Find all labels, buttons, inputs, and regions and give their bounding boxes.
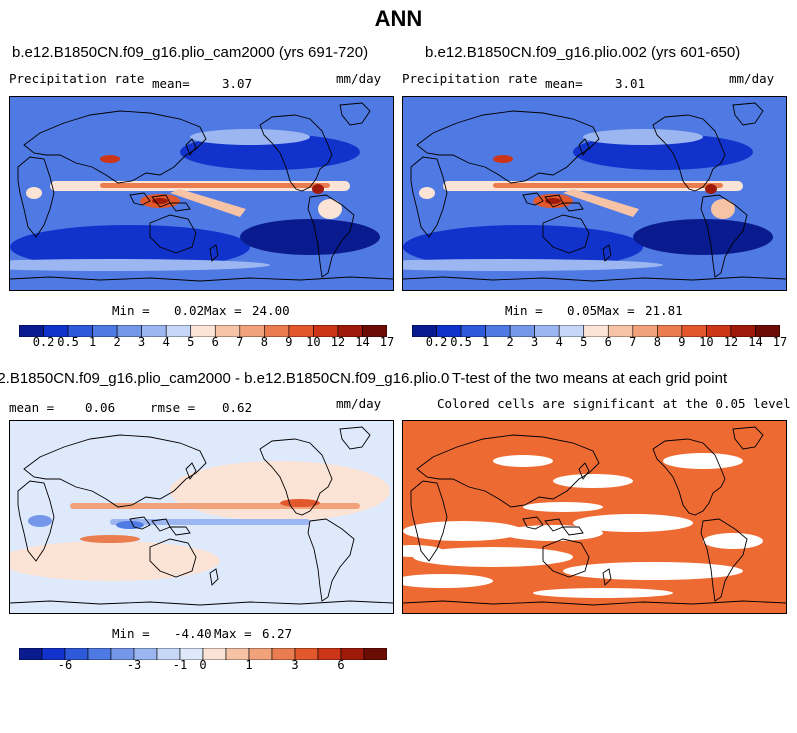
panel3-mean-value: 0.06 — [85, 400, 116, 415]
colorbar-tick-label: 8 — [653, 335, 661, 349]
colorbar-tick-label: 10 — [699, 335, 714, 349]
panel2-mean-label: mean= — [545, 76, 583, 91]
colorbar-tick-label: 4 — [555, 335, 563, 349]
coastlines — [403, 426, 786, 606]
colorbar-tick-label: 9 — [285, 335, 293, 349]
colorbar-tick-label: 1 — [88, 335, 97, 349]
coastlines — [10, 426, 393, 606]
colorbar-tick-label: 4 — [162, 335, 170, 349]
panel1-title: b.e12.B1850CN.f09_g16.plio_cam2000 (yrs … — [12, 44, 369, 61]
panel1-min-value: 0.02 — [174, 303, 205, 318]
panel3-min-value: -4.40 — [174, 626, 212, 641]
panel2-min-label: Min = — [505, 303, 543, 318]
panel4-map — [402, 420, 787, 614]
colorbar-tick-label: 0.5 — [450, 335, 472, 349]
colorbar-tick-label: -1 — [172, 658, 188, 672]
colorbar-tick-label: 0 — [199, 658, 207, 672]
colorbar-tick-label: 12 — [723, 335, 739, 349]
panel2-max-value: 21.81 — [645, 303, 683, 318]
panel2-title: b.e12.B1850CN.f09_g16.plio.002 (yrs 601-… — [425, 44, 741, 61]
panel1-max-value: 24.00 — [252, 303, 290, 318]
colorbar-tick-label: 7 — [629, 335, 637, 349]
panel1-max-label: Max = — [204, 303, 242, 318]
panel1-map — [9, 96, 394, 291]
colorbar-tick-label: 10 — [306, 335, 321, 349]
panel1-units: mm/day — [336, 71, 382, 86]
colorbar-tick-label: 1 — [481, 335, 490, 349]
panel1-mean-value: 3.07 — [222, 76, 253, 91]
panel1-mean-label: mean= — [152, 76, 190, 91]
panel1-colorbar — [18, 324, 388, 338]
colorbar-tick-label: 2 — [506, 335, 514, 349]
colorbar-tick-label: 0.2 — [425, 335, 448, 349]
panel2-min-value: 0.05 — [567, 303, 598, 318]
colorbar-tick-label: 9 — [678, 335, 686, 349]
panel3-title-clip: b.e12.B1850CN.f09_g16.plio_cam2000 - b.e… — [0, 368, 466, 390]
colorbar-tick-label: 1 — [245, 658, 253, 672]
panel3-min-label: Min = — [112, 626, 150, 641]
colorbar-tick-label: 17 — [772, 335, 788, 349]
coastlines — [403, 102, 786, 282]
panel1-colorbar-labels: 0.2 0.5 1 2 3 4 5 6 7 8 9 10 12 14 17 — [19, 335, 395, 351]
panel3-title: b.e12.B1850CN.f09_g16.plio_cam2000 - b.e… — [0, 370, 466, 387]
panel3-colorbar-labels: -6 -3 -1 0 1 3 6 — [19, 658, 387, 674]
panel3-units: mm/day — [336, 396, 382, 411]
colorbar-tick-label: 12 — [330, 335, 346, 349]
panel1-variable: Precipitation rate — [9, 71, 145, 86]
panel3-max-value: 6.27 — [262, 626, 293, 641]
colorbar-tick-label: 2 — [113, 335, 121, 349]
panel3-rmse-value: 0.62 — [222, 400, 253, 415]
colorbar-tick-label: 3 — [138, 335, 146, 349]
colorbar-tick-label: 17 — [379, 335, 395, 349]
colorbar-tick-label: 5 — [187, 335, 195, 349]
panel4-title: T-test of the two means at each grid poi… — [450, 370, 728, 387]
colorbar-tick-label: 3 — [531, 335, 539, 349]
colorbar-tick-label: 6 — [211, 335, 219, 349]
panel2-colorbar-labels: 0.2 0.5 1 2 3 4 5 6 7 8 9 10 12 14 17 — [412, 335, 788, 351]
panel2-variable: Precipitation rate — [402, 71, 538, 86]
panel2-max-label: Max = — [597, 303, 635, 318]
panel3-max-label: Max = — [214, 626, 252, 641]
panel3-mean-label: mean = — [9, 400, 55, 415]
colorbar-tick-label: 5 — [580, 335, 588, 349]
panel1-min-label: Min = — [112, 303, 150, 318]
panel2-map — [402, 96, 787, 291]
colorbar-tick-label: 8 — [260, 335, 268, 349]
panel3-map — [9, 420, 394, 614]
colorbar-tick-label: 7 — [236, 335, 244, 349]
panel3-rmse-label: rmse = — [150, 400, 196, 415]
colorbar-tick-label: 6 — [604, 335, 612, 349]
colorbar-tick-label: 0.5 — [57, 335, 79, 349]
colorbar-tick-label: 6 — [337, 658, 345, 672]
colorbar-tick-label: 14 — [748, 335, 763, 349]
colorbar-tick-label: 0.2 — [32, 335, 55, 349]
panel3-colorbar — [18, 647, 388, 661]
panel2-colorbar — [411, 324, 781, 338]
figure-title: ANN — [374, 6, 423, 31]
coastlines — [10, 102, 393, 282]
panel2-units: mm/day — [729, 71, 775, 86]
colorbar-tick-label: -6 — [57, 658, 73, 672]
panel4-subtitle: Colored cells are significant at the 0.0… — [437, 396, 791, 411]
colorbar-tick-label: 3 — [291, 658, 299, 672]
panel2-mean-value: 3.01 — [615, 76, 646, 91]
colorbar-tick-label: -3 — [126, 658, 142, 672]
colorbar-tick-label: 14 — [355, 335, 370, 349]
